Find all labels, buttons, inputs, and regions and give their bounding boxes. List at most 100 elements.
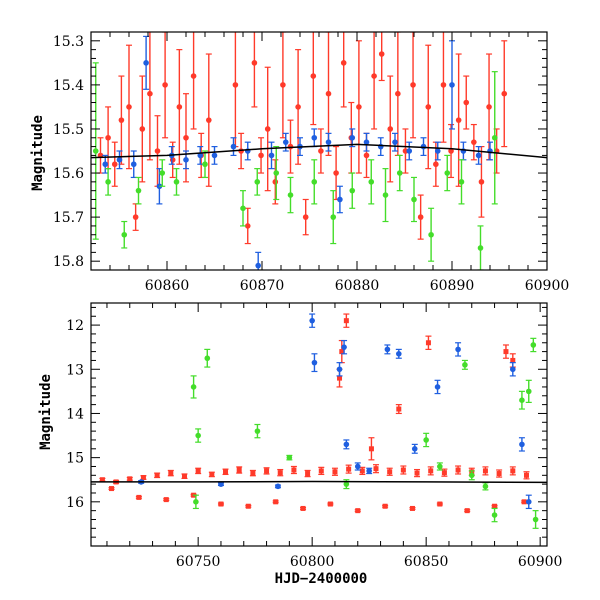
data-point-green	[382, 192, 389, 198]
data-point-red	[333, 170, 339, 176]
data-point-blue	[309, 317, 315, 324]
data-point-green	[428, 231, 434, 238]
data-point-red	[455, 117, 462, 123]
data-point-green	[173, 179, 180, 185]
data-point-blue	[336, 366, 343, 373]
data-point-blue	[475, 152, 482, 159]
data-point-green	[477, 245, 484, 251]
data-point-red	[486, 104, 492, 110]
model-curve	[91, 143, 547, 159]
y-tick-label: 15.8	[53, 254, 84, 270]
y-tick-label: 15.3	[53, 34, 84, 50]
data-point-red	[455, 467, 461, 473]
data-point-red	[410, 82, 416, 88]
data-point-red	[425, 104, 432, 110]
data-point-red	[118, 117, 125, 123]
data-point-blue	[434, 384, 441, 390]
y-tick-label: 16	[66, 495, 84, 511]
bottom-y-axis-title: Magnitude	[38, 374, 54, 450]
bottom-x-axis: 60750 60800 60850 60900	[106, 303, 562, 570]
top-plot-area	[90, 31, 548, 271]
data-point-red	[437, 501, 443, 507]
data-point-red	[258, 152, 264, 159]
data-point-blue	[143, 60, 149, 66]
y-tick-label: 15.4	[53, 78, 84, 94]
data-point-green	[368, 179, 375, 185]
data-point-red	[136, 494, 142, 500]
data-point-blue	[455, 346, 461, 353]
data-point-green	[204, 355, 211, 362]
data-point-red	[346, 466, 352, 472]
x-tick-label: 60860	[145, 278, 190, 294]
data-point-green	[458, 179, 465, 185]
data-point-blue	[449, 82, 455, 88]
data-point-red	[195, 468, 201, 474]
data-point-green	[105, 179, 111, 185]
data-point-red	[337, 375, 343, 381]
data-point-red	[190, 73, 197, 79]
top-x-axis: 60860 60870 60880 60890 60900	[90, 32, 570, 294]
data-point-red	[287, 143, 294, 150]
data-point-red	[126, 104, 132, 110]
data-point-red	[339, 349, 345, 355]
data-point-red	[464, 508, 470, 514]
data-point-green	[519, 397, 525, 404]
bottom-panel: 60750 60800 60850 60900 12 13 14 15 16 Magnitud…	[38, 302, 562, 587]
data-point-red	[223, 469, 229, 475]
data-point-red	[368, 446, 374, 452]
data-point-red	[482, 468, 488, 474]
data-point-red	[340, 60, 347, 66]
data-point-red	[417, 214, 424, 220]
data-point-red	[371, 73, 377, 79]
data-point-blue	[183, 157, 189, 163]
data-point-green	[423, 437, 429, 443]
x-tick-label: 60900	[525, 278, 570, 294]
data-point-green	[92, 148, 99, 154]
data-point-red	[503, 349, 509, 355]
data-point-blue	[325, 139, 332, 145]
top-panel: 60860 60870 60880 60890 60900 15.3 15.4 15.5 15…	[30, 31, 570, 294]
x-tick-label: 60880	[335, 278, 380, 294]
data-point-red	[272, 179, 279, 185]
data-point-red	[99, 477, 105, 483]
data-point-red	[463, 99, 470, 106]
data-point-green	[202, 161, 208, 168]
data-point-red	[501, 90, 508, 97]
data-point-red	[295, 104, 301, 110]
data-point-green	[311, 179, 318, 185]
data-point-blue	[343, 441, 350, 448]
data-point-red	[478, 179, 485, 185]
data-point-blue	[420, 143, 427, 150]
data-point-blue	[311, 134, 318, 141]
data-point-red	[373, 466, 379, 472]
y-tick-label: 15.7	[53, 210, 84, 226]
data-point-red	[154, 472, 160, 478]
data-point-red	[428, 468, 434, 474]
data-point-red	[355, 508, 361, 514]
plot-frame	[90, 302, 548, 547]
data-point-red	[318, 468, 324, 474]
data-point-red	[440, 82, 447, 88]
data-point-red	[387, 469, 393, 475]
x-tick-label: 60750	[176, 554, 221, 570]
data-point-red	[181, 473, 187, 479]
data-point-green	[121, 231, 128, 238]
data-point-red	[492, 503, 498, 509]
data-point-blue	[377, 143, 384, 150]
data-point-red	[433, 161, 439, 168]
data-point-blue	[337, 196, 343, 203]
y-tick-label: 14	[66, 406, 84, 422]
data-point-blue	[510, 366, 516, 373]
data-point-red	[273, 499, 279, 505]
data-point-red	[206, 117, 212, 123]
data-point-red	[343, 318, 349, 324]
data-point-green	[287, 192, 294, 198]
data-point-green	[525, 388, 532, 395]
data-point-green	[462, 362, 468, 368]
data-point-red	[327, 501, 333, 507]
data-point-blue	[116, 157, 123, 163]
y-tick-label: 15.5	[53, 122, 84, 138]
data-point-red	[395, 90, 401, 97]
x-tick-label: 60850	[404, 554, 449, 570]
data-point-blue	[230, 143, 237, 150]
